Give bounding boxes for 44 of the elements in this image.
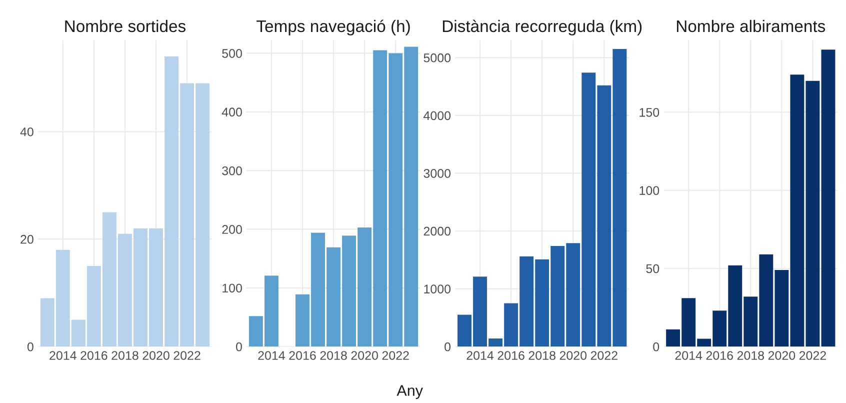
x-tick-label: 2014 bbox=[258, 351, 285, 360]
x-tick-label: 2022 bbox=[174, 351, 200, 360]
y-tick-label: 500 bbox=[222, 49, 242, 58]
chart-title: Distància recorreguda (km) bbox=[442, 20, 642, 36]
chart-title: Temps navegació (h) bbox=[256, 20, 410, 36]
x-tick-label: 2020 bbox=[560, 351, 587, 360]
y-tick-label: 5000 bbox=[424, 53, 451, 62]
y-tick-label: 100 bbox=[640, 186, 660, 195]
y-tick-label: 2000 bbox=[424, 226, 451, 236]
y-tick-label: 0 bbox=[653, 342, 660, 352]
x-tick-label: 2020 bbox=[142, 351, 170, 360]
x-axis-title: Any bbox=[396, 385, 423, 399]
x-tick-label: 2018 bbox=[528, 351, 556, 360]
y-tick-label: 200 bbox=[222, 225, 242, 234]
x-tick-label: 2020 bbox=[768, 351, 796, 360]
x-tick-label: 2022 bbox=[382, 351, 409, 360]
x-tick-label: 2018 bbox=[112, 351, 138, 360]
x-tick-label: 2020 bbox=[351, 351, 378, 360]
chart-title: Nombre sortides bbox=[65, 20, 186, 32]
x-tick-label: 2018 bbox=[737, 351, 764, 360]
y-tick-label: 4000 bbox=[424, 111, 451, 120]
chart-title: Nombre albiraments bbox=[676, 20, 826, 32]
x-tick-label: 2016 bbox=[498, 351, 524, 360]
x-tick-label: 2014 bbox=[50, 351, 76, 360]
y-tick-label: 100 bbox=[222, 284, 242, 293]
x-tick-label: 2016 bbox=[80, 351, 108, 360]
x-tick-label: 2022 bbox=[590, 351, 618, 360]
x-tick-label: 2018 bbox=[320, 351, 347, 360]
y-tick-label: 150 bbox=[640, 108, 660, 117]
y-tick-label: 20 bbox=[20, 234, 34, 244]
x-tick-label: 2022 bbox=[799, 351, 826, 360]
x-tick-label: 2014 bbox=[466, 351, 494, 360]
y-tick-label: 300 bbox=[222, 166, 242, 176]
x-tick-label: 2016 bbox=[289, 351, 316, 360]
y-tick-label: 3000 bbox=[424, 169, 451, 178]
y-tick-label: 400 bbox=[222, 108, 242, 117]
y-tick-label: 0 bbox=[444, 342, 451, 352]
y-tick-label: 50 bbox=[646, 264, 660, 274]
y-tick-label: 1000 bbox=[424, 284, 451, 294]
y-tick-label: 40 bbox=[20, 127, 34, 136]
y-tick-label: 0 bbox=[236, 342, 242, 352]
y-tick-label: 0 bbox=[27, 342, 34, 352]
x-tick-label: 2014 bbox=[675, 351, 702, 360]
x-tick-label: 2016 bbox=[706, 351, 733, 360]
